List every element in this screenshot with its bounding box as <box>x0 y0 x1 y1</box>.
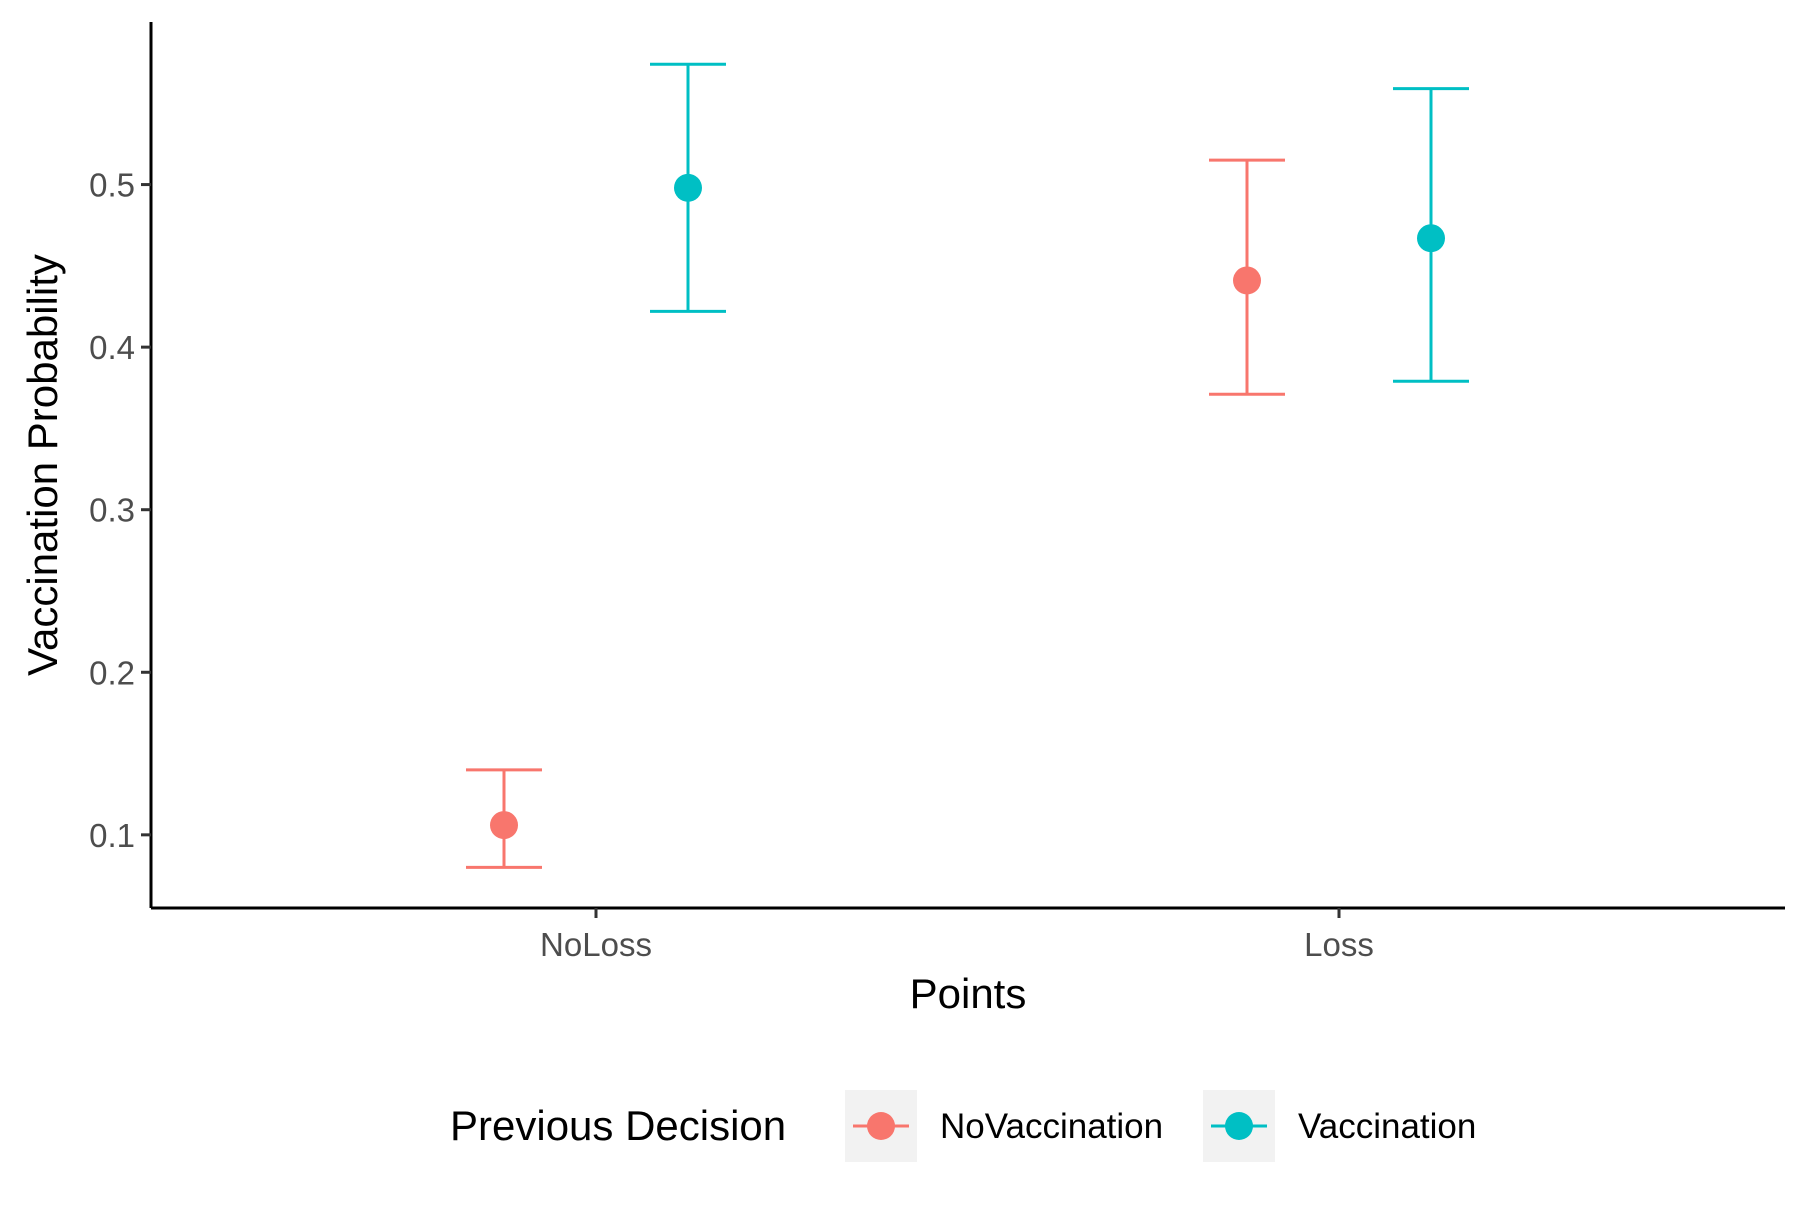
data-marks <box>466 62 1469 869</box>
errorbar-point <box>650 62 726 313</box>
legend-items: NoVaccination Vaccination <box>845 1090 1476 1162</box>
data-point <box>490 811 518 840</box>
y-axis-title: Vaccination Probability <box>19 254 66 676</box>
y-tick-label: 0.3 <box>89 492 135 529</box>
legend-item: Vaccination <box>1203 1090 1476 1162</box>
x-tick-label: Loss <box>1304 926 1374 963</box>
errorbar-point <box>1393 87 1469 383</box>
y-ticks: 0.1 0.2 0.3 0.4 0.5 <box>89 167 151 854</box>
data-point <box>674 173 702 202</box>
errorbar-point <box>1209 158 1285 396</box>
legend-title: Previous Decision <box>450 1102 786 1149</box>
data-point <box>1233 266 1261 295</box>
legend: Previous Decision NoVaccination Vaccinati… <box>450 1090 1476 1162</box>
data-point <box>1417 224 1445 253</box>
axes <box>149 22 1785 910</box>
y-tick-label: 0.5 <box>89 167 135 204</box>
y-tick-label: 0.1 <box>89 817 135 854</box>
y-tick-label: 0.4 <box>89 329 135 366</box>
x-axis-title: Points <box>910 970 1027 1017</box>
legend-key-point <box>867 1112 895 1140</box>
legend-label: NoVaccination <box>940 1107 1163 1146</box>
y-tick-label: 0.2 <box>89 654 135 691</box>
legend-key-point <box>1225 1112 1253 1140</box>
x-ticks: NoLoss Loss <box>540 908 1374 963</box>
legend-label: Vaccination <box>1298 1107 1476 1146</box>
legend-item: NoVaccination <box>845 1090 1163 1162</box>
x-tick-label: NoLoss <box>540 926 652 963</box>
errorbar-point <box>466 768 542 869</box>
